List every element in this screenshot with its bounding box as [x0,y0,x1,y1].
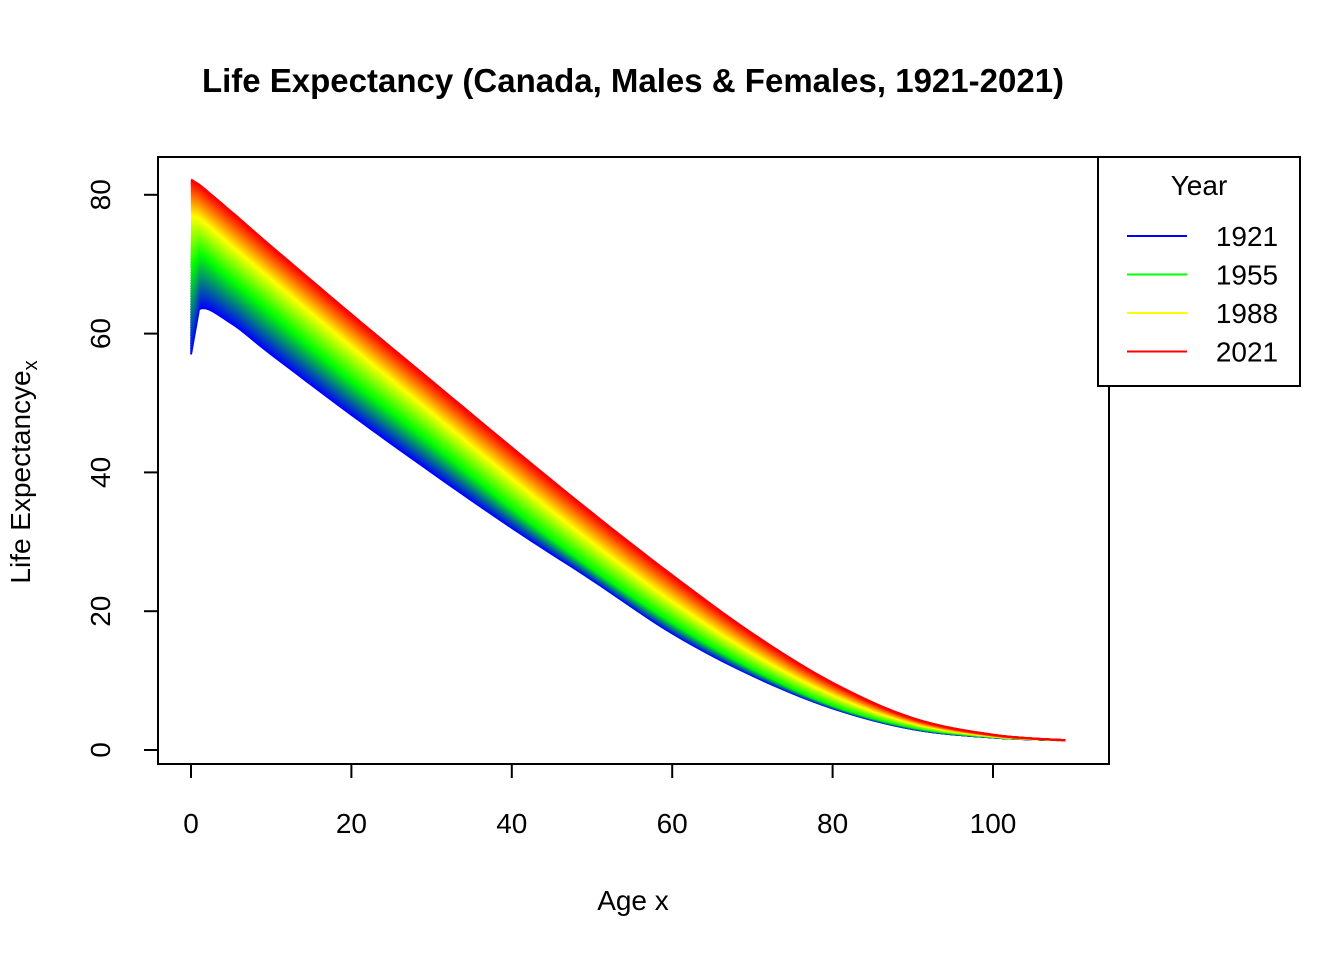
x-tick-label: 80 [817,808,848,839]
y-axis-label-subscript: x [20,360,42,370]
y-tick-label: 60 [85,318,116,349]
y-tick-label: 40 [85,457,116,488]
series-line-2008 [190,192,1066,742]
legend-box [1097,156,1301,387]
y-tick-label: 20 [85,596,116,627]
plot-frame [157,156,1110,765]
series-line-2000 [190,201,1066,742]
legend-label-1955: 1955 [1216,260,1278,291]
series-line-2018 [190,181,1066,742]
series-line-2015 [190,185,1066,742]
series-line-2002 [190,199,1066,742]
series-line-2019 [190,180,1066,742]
y-axis-label-main: Life Expectancy [5,386,36,584]
x-tick-label: 0 [183,808,199,839]
x-tick-label: 100 [970,808,1017,839]
series-line-2005 [190,195,1066,742]
y-axis: 0 20 40 60 80 [85,179,159,758]
series-line-2006 [190,194,1066,742]
legend-label-1921: 1921 [1216,221,1278,252]
y-axis-label-symbol: e [5,370,36,386]
series-line-2012 [190,188,1066,742]
series-line-2020 [190,179,1066,742]
x-axis-label: Age x [597,885,669,916]
x-tick-label: 60 [657,808,688,839]
series-line-2009 [190,191,1066,742]
series-lines [190,178,1066,742]
y-tick-label: 0 [85,742,116,758]
legend: Year 1921 1955 1988 2021 [1097,156,1301,387]
chart-title: Life Expectancy (Canada, Males & Females… [202,62,1064,99]
series-line-2003 [190,198,1066,742]
series-line-2013 [190,187,1066,742]
series-line-2007 [190,193,1066,742]
x-axis: 0 20 40 60 80 100 [183,763,1017,839]
series-line-2001 [190,200,1066,742]
x-tick-label: 40 [496,808,527,839]
series-line-2017 [190,183,1066,742]
series-line-1999 [190,202,1066,742]
legend-title: Year [1171,170,1228,201]
y-axis-label: Life Expectancyex [5,360,42,583]
legend-label-1988: 1988 [1216,298,1278,329]
series-line-1995 [190,206,1066,742]
series-line-2010 [190,190,1066,742]
series-line-2016 [190,184,1066,742]
legend-label-2021: 2021 [1216,337,1278,368]
series-line-1998 [190,203,1066,742]
series-line-1996 [190,205,1066,742]
series-line-2021 [190,178,1066,742]
y-tick-label: 80 [85,179,116,210]
series-line-1997 [190,204,1066,742]
series-line-2014 [190,186,1066,742]
series-line-2004 [190,196,1066,742]
x-tick-label: 20 [336,808,367,839]
series-line-2011 [190,189,1066,742]
